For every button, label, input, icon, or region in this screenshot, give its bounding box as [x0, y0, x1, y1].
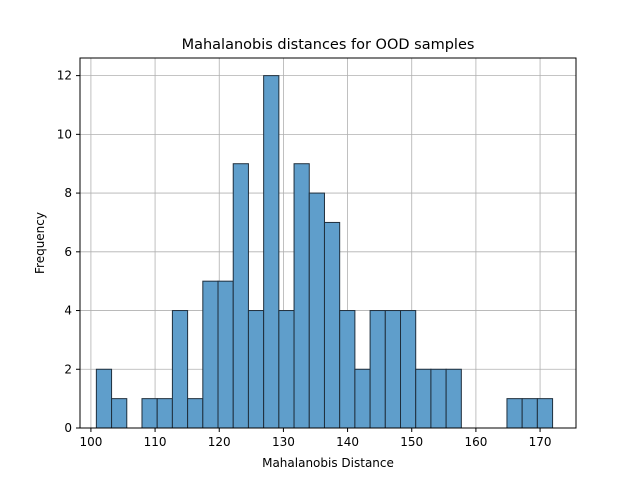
- histogram-bar: [156, 398, 173, 429]
- histogram-bar: [278, 310, 295, 429]
- x-tick-label: 160: [464, 435, 487, 449]
- x-tick-label: 140: [336, 435, 359, 449]
- x-tick-label: 170: [529, 435, 552, 449]
- x-axis-ticks: 100 110 120 130 140 150 160 170: [79, 428, 552, 449]
- chart-title: Mahalanobis distances for OOD samples: [182, 37, 475, 53]
- y-tick-label: 8: [64, 186, 72, 200]
- histogram-bar: [187, 398, 204, 429]
- histogram-bar: [171, 310, 189, 429]
- histogram-bar: [400, 310, 417, 429]
- y-axis-label: Frequency: [33, 212, 47, 274]
- y-tick-label: 6: [64, 245, 72, 259]
- histogram-bar: [354, 368, 371, 429]
- histogram-bar: [202, 280, 219, 429]
- y-tick-label: 12: [57, 69, 72, 83]
- histogram-bar: [141, 398, 158, 429]
- x-tick-label: 120: [208, 435, 231, 449]
- y-tick-label: 2: [64, 362, 72, 376]
- x-tick-label: 130: [272, 435, 295, 449]
- histogram-bar: [111, 398, 128, 429]
- plot-frame: [79, 57, 577, 429]
- histogram-bar: [430, 368, 447, 429]
- histogram-bar: [339, 310, 356, 429]
- x-tick-label: 110: [144, 435, 167, 449]
- histogram-bar: [95, 368, 113, 429]
- histogram-bar: [415, 368, 432, 429]
- histogram-bar: [445, 368, 462, 429]
- y-tick-label: 10: [57, 127, 72, 141]
- histogram-bar: [293, 163, 310, 429]
- histogram-bar: [232, 163, 249, 429]
- histogram-bar: [247, 310, 265, 429]
- histogram-bar: [536, 398, 554, 429]
- x-tick-label: 150: [400, 435, 423, 449]
- histogram-bar: [369, 310, 386, 429]
- histogram-bar: [521, 398, 538, 429]
- y-tick-label: 0: [64, 421, 72, 435]
- histogram-bar: [384, 310, 402, 429]
- x-axis-label: Mahalanobis Distance: [262, 456, 394, 470]
- y-axis-ticks: 0 2 4 6 8 10 12: [57, 69, 80, 435]
- histogram-bar: [506, 398, 523, 429]
- x-tick-label: 100: [79, 435, 102, 449]
- y-tick-label: 4: [64, 304, 72, 318]
- histogram-bar: [263, 75, 280, 429]
- histogram-bar: [323, 221, 341, 429]
- grid-lines: [80, 58, 576, 429]
- histogram-bar: [308, 192, 325, 429]
- histogram-bar: [217, 280, 234, 429]
